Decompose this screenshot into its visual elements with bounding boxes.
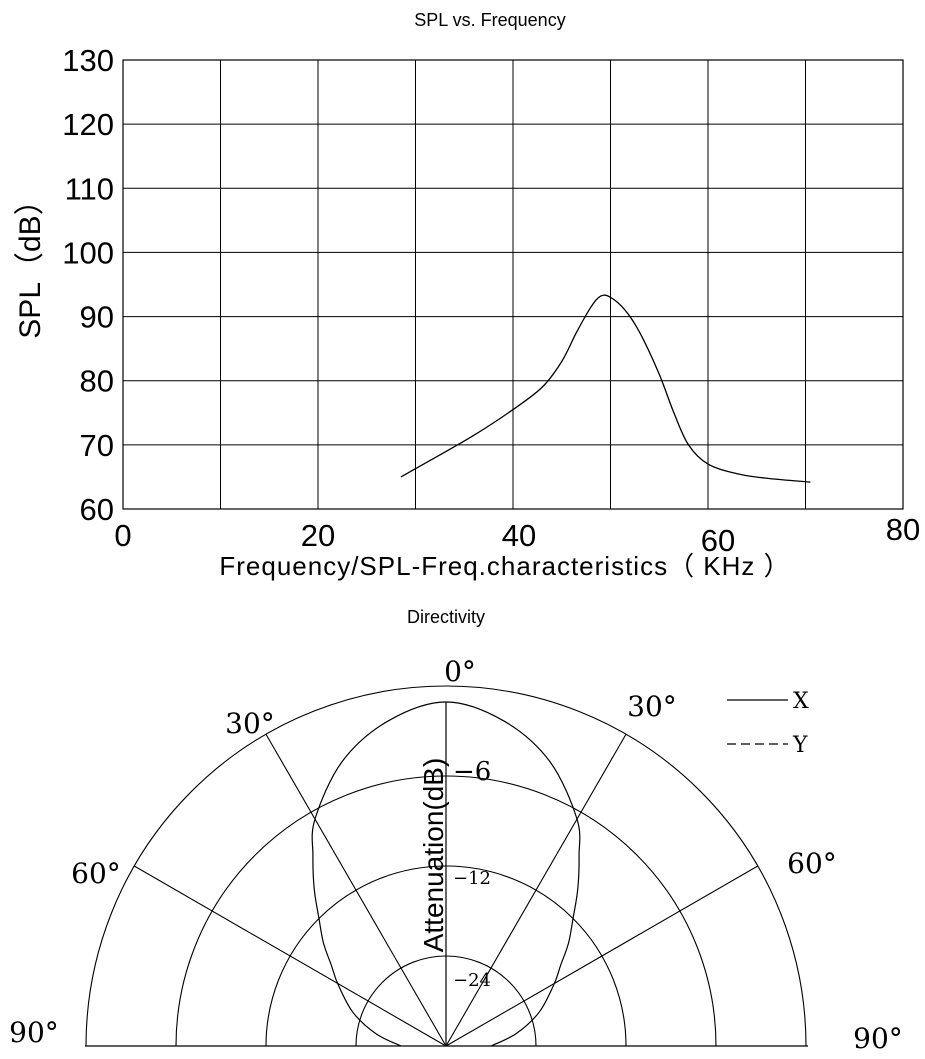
spl-chart-title: SPL vs. Frequency bbox=[414, 10, 565, 30]
directivity-legend: X Y bbox=[727, 689, 809, 758]
polar-radial-label: −12 bbox=[453, 868, 491, 889]
legend-y-label: Y bbox=[792, 733, 808, 758]
attenuation-axis-label: Attenuation(dB) bbox=[418, 758, 449, 953]
polar-spokes bbox=[133, 733, 759, 1047]
polar-angle-label: 30° bbox=[627, 690, 677, 723]
directivity-chart: Directivity 0° 30° 30° 60° 60° 90° 90° −6 −12 −2… bbox=[9, 607, 903, 1055]
spl-x-tick-labels: 0 20 40 60 80 bbox=[114, 512, 920, 558]
spl-y-tick-label: 90 bbox=[80, 300, 114, 335]
spl-y-tick-labels: 60 70 80 90 100 110 120 130 bbox=[62, 43, 114, 527]
polar-radial-label: −24 bbox=[453, 970, 491, 991]
spl-series-line bbox=[400, 294, 811, 483]
spl-y-tick-label: 120 bbox=[62, 107, 114, 142]
spl-y-tick-label: 70 bbox=[80, 428, 114, 463]
spl-x-tick-label: 0 bbox=[114, 518, 131, 553]
polar-angle-label: 90° bbox=[853, 1022, 903, 1055]
spl-y-tick-label: 100 bbox=[62, 235, 114, 270]
spl-plot-frame bbox=[122, 59, 904, 510]
polar-angle-label: 60° bbox=[71, 857, 121, 890]
polar-spoke bbox=[445, 733, 627, 1047]
polar-spoke bbox=[445, 865, 759, 1047]
spl-x-tick-label: 20 bbox=[301, 518, 335, 553]
spl-chart: SPL vs. Frequency 60 70 80 90 100 110 120 130 0… bbox=[14, 10, 920, 581]
spl-x-tick-label: 80 bbox=[886, 512, 920, 547]
spl-y-axis-label: SPL（dB） bbox=[14, 185, 47, 338]
polar-angle-label: 30° bbox=[225, 707, 275, 740]
polar-radial-labels: −6 −12 −24 bbox=[453, 757, 491, 991]
polar-angle-label: 90° bbox=[9, 1016, 59, 1049]
polar-angle-labels: 0° 30° 30° 60° 60° 90° 90° bbox=[9, 655, 903, 1055]
spl-x-tick-label: 60 bbox=[701, 523, 735, 558]
polar-angle-label: 0° bbox=[444, 655, 476, 688]
spl-y-tick-label: 80 bbox=[80, 364, 114, 399]
spl-y-tick-label: 60 bbox=[80, 492, 114, 527]
directivity-title: Directivity bbox=[407, 607, 485, 627]
spl-y-tick-label: 110 bbox=[65, 171, 114, 206]
polar-angle-label: 60° bbox=[787, 847, 837, 880]
directivity-series-x-curve bbox=[311, 701, 581, 1047]
spl-x-axis-label: Frequency/SPL-Freq.characteristics（ KHz … bbox=[219, 551, 790, 581]
spl-grid bbox=[122, 59, 904, 510]
spl-x-tick-label: 40 bbox=[502, 518, 536, 553]
polar-spoke bbox=[265, 733, 447, 1047]
legend-x-label: X bbox=[793, 689, 809, 714]
polar-radial-label: −6 bbox=[453, 757, 491, 787]
polar-spoke bbox=[133, 865, 447, 1047]
spl-y-tick-label: 130 bbox=[62, 43, 114, 78]
polar-ring bbox=[85, 685, 807, 1047]
